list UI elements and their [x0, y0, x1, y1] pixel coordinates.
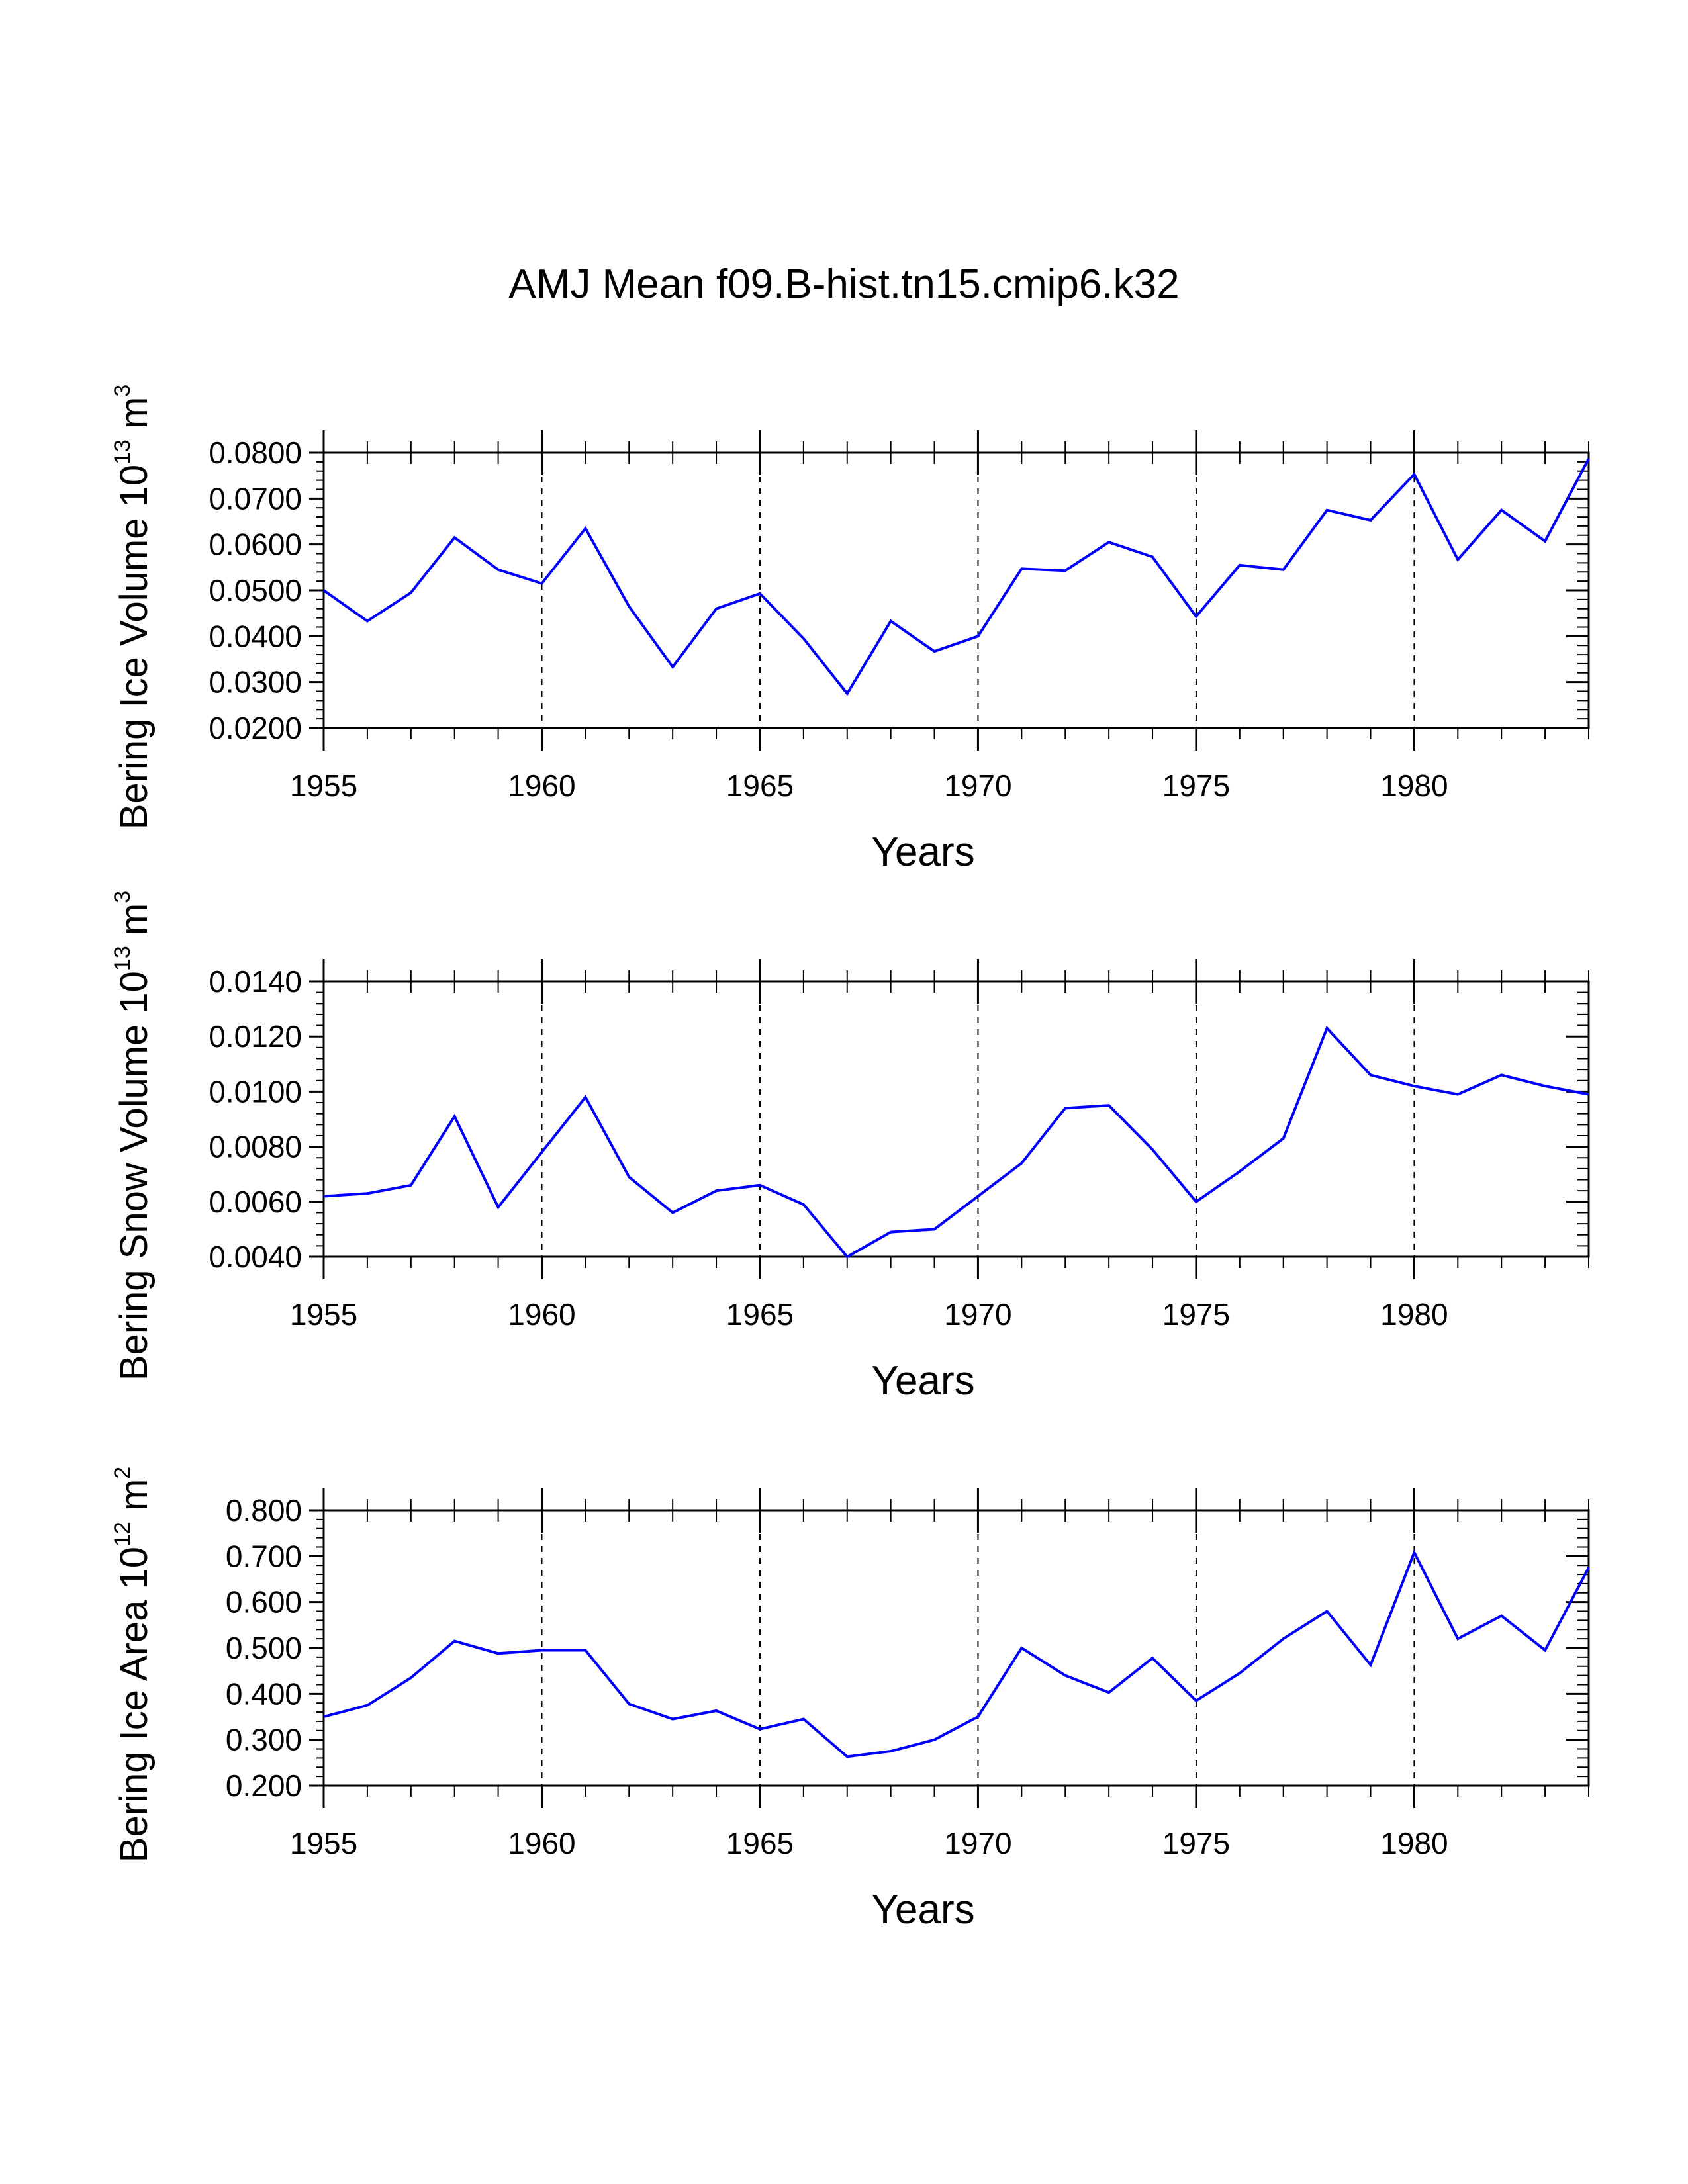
y-tick-label: 0.800 — [226, 1493, 302, 1527]
y-tick-label: 0.300 — [226, 1723, 302, 1757]
y-tick-label: 0.600 — [226, 1585, 302, 1619]
y-tick-label: 0.0120 — [209, 1019, 302, 1054]
x-tick-label: 1980 — [1380, 1297, 1448, 1332]
x-tick-label: 1960 — [508, 768, 575, 803]
y-axis-label: Bering Ice Volume 1013 m3 — [110, 385, 156, 830]
y-tick-label: 0.0700 — [209, 481, 302, 516]
y-tick-label: 0.0100 — [209, 1074, 302, 1109]
x-tick-label: 1960 — [508, 1297, 575, 1332]
x-tick-label: 1965 — [726, 1826, 794, 1860]
x-axis-label: Years — [871, 829, 974, 875]
x-tick-label: 1980 — [1380, 1826, 1448, 1860]
y-tick-label: 0.200 — [226, 1768, 302, 1803]
y-tick-label: 0.0080 — [209, 1130, 302, 1164]
y-tick-label: 0.0040 — [209, 1240, 302, 1274]
y-tick-label: 0.0300 — [209, 665, 302, 700]
y-tick-label: 0.500 — [226, 1631, 302, 1665]
x-tick-label: 1975 — [1162, 1826, 1230, 1860]
y-tick-label: 0.0060 — [209, 1185, 302, 1219]
x-axis-label: Years — [871, 1887, 974, 1933]
x-tick-label: 1955 — [290, 1826, 357, 1860]
x-tick-label: 1955 — [290, 768, 357, 803]
x-tick-label: 1970 — [944, 1826, 1011, 1860]
x-tick-label: 1975 — [1162, 1297, 1230, 1332]
x-tick-label: 1970 — [944, 1297, 1011, 1332]
panel-ice-volume: 1955 1960 1965 1970 1975 1980 0.0200 0.0300 0.04… — [110, 385, 1590, 875]
panel-snow-volume: 1955 1960 1965 1970 1975 1980 0.0040 0.0060 0.00… — [110, 891, 1590, 1404]
panel-ice-area: 1955 1960 1965 1970 1975 1980 0.200 0.300 0.400 0… — [110, 1467, 1590, 1933]
x-tick-label: 1960 — [508, 1826, 575, 1860]
y-tick-label: 0.0140 — [209, 964, 302, 999]
chart-title: AMJ Mean f09.B-hist.tn15.cmip6.k32 — [508, 261, 1179, 307]
plot-frame — [322, 451, 1590, 729]
series-line-ice-area — [323, 1549, 1590, 1758]
x-tick-label: 1965 — [726, 1297, 794, 1332]
x-tick-label: 1975 — [1162, 768, 1230, 803]
series-line-snow-volume — [323, 1026, 1589, 1259]
y-tick-label: 0.0400 — [209, 619, 302, 653]
y-axis-label: Bering Ice Area 1012 m2 — [110, 1467, 156, 1862]
x-tick-label: 1970 — [944, 768, 1011, 803]
y-tick-label: 0.700 — [226, 1539, 302, 1573]
y-tick-label: 0.0800 — [209, 435, 302, 470]
y-tick-label: 0.0600 — [209, 527, 302, 562]
series-line-ice-volume — [322, 458, 1590, 696]
y-tick-label: 0.400 — [226, 1676, 302, 1711]
y-tick-label: 0.0200 — [209, 711, 302, 745]
x-axis-label: Years — [871, 1358, 974, 1404]
plot-frame — [322, 980, 1590, 1258]
x-tick-label: 1965 — [726, 768, 794, 803]
y-axis-label: Bering Snow Volume 1013 m3 — [110, 891, 156, 1381]
y-tick-label: 0.0500 — [209, 573, 302, 608]
plot-frame — [322, 1509, 1590, 1787]
x-tick-label: 1980 — [1380, 768, 1448, 803]
x-tick-label: 1955 — [290, 1297, 357, 1332]
